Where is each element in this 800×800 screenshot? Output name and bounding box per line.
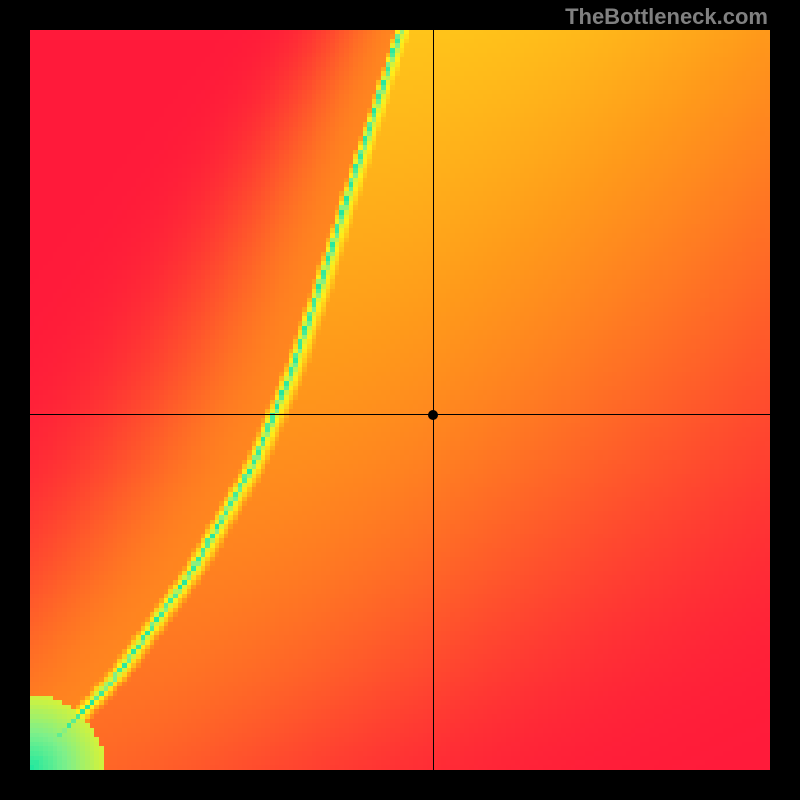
chart-container: { "source": { "watermark_text": "TheBott… <box>0 0 800 800</box>
watermark-text: TheBottleneck.com <box>565 4 768 30</box>
crosshair-horizontal <box>30 414 770 415</box>
heatmap-canvas <box>30 30 770 770</box>
crosshair-vertical <box>433 30 434 770</box>
